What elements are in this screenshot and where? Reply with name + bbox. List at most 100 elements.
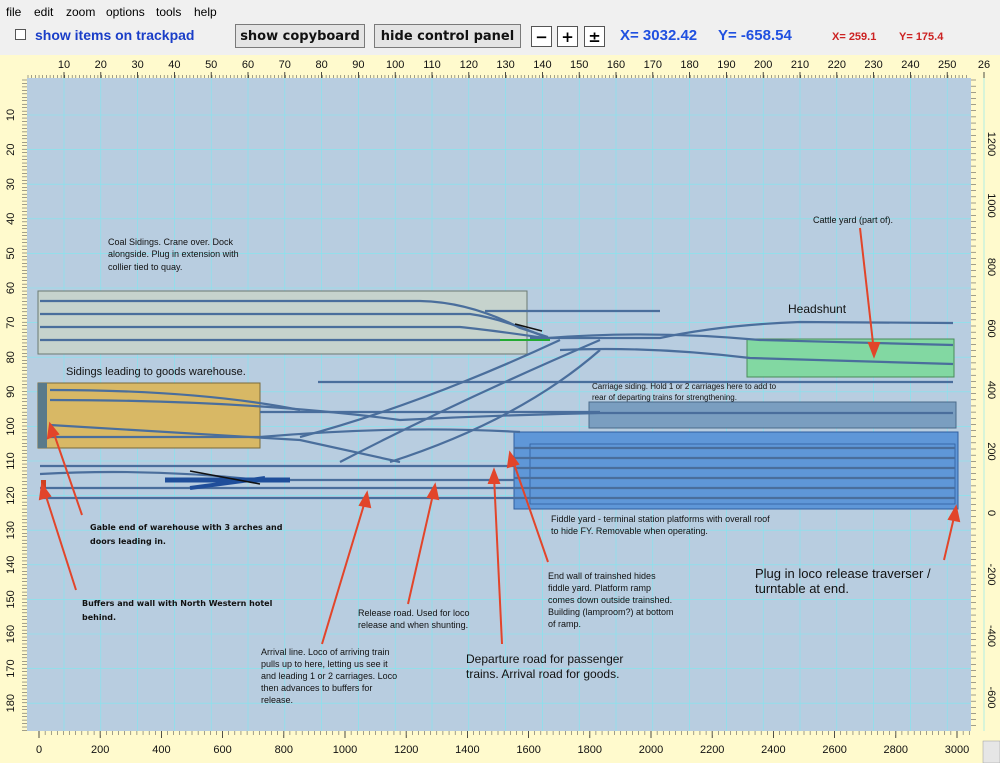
- ruler-top-label: 250: [938, 59, 956, 71]
- annotation-fiddle: Fiddle yard - terminal station platforms…: [551, 514, 770, 536]
- annotation-sidings-goods: Sidings leading to goods warehouse.: [66, 366, 246, 378]
- ruler-right-label: -600: [985, 686, 997, 708]
- annotation-headshunt: Headshunt: [788, 302, 847, 316]
- ruler-top-label: 10: [58, 59, 70, 71]
- menu-tools[interactable]: tools: [156, 5, 182, 19]
- ruler-bottom-label: 1000: [333, 744, 357, 756]
- ruler-top-label: 40: [168, 59, 180, 71]
- zoom-out-button[interactable]: −: [531, 26, 552, 47]
- ruler-top-label: 100: [386, 59, 404, 71]
- ruler-left-label: 80: [5, 351, 17, 363]
- ruler-bottom-label: 1200: [394, 744, 418, 756]
- ruler-bottom-label: 1600: [516, 744, 540, 756]
- ruler-bottom-label: 2800: [884, 744, 908, 756]
- fiddle-yard-inner: [529, 443, 956, 505]
- ruler-top-label: 120: [460, 59, 478, 71]
- ruler-left-label: 130: [5, 521, 17, 539]
- warehouse-wall: [38, 383, 47, 448]
- ruler-top-label: 240: [901, 59, 919, 71]
- ruler-right-label: -200: [985, 563, 997, 585]
- ruler-bottom-label: 1400: [455, 744, 479, 756]
- annotation-departure: Departure road for passenger trains. Arr…: [466, 652, 623, 681]
- svg-text:turntable at end.: turntable at end.: [755, 581, 849, 596]
- hide-control-panel-button[interactable]: hide control panel: [374, 24, 521, 48]
- ruler-top-label: 30: [131, 59, 143, 71]
- svg-text:comes down outside trainshed.: comes down outside trainshed.: [548, 595, 672, 605]
- svg-text:Buffers and wall with North We: Buffers and wall with North Western hote…: [82, 599, 273, 608]
- ruler-right: 1200 1000 800 600 400 200 0 -200 -400 -600: [971, 79, 997, 726]
- zoom-in-button[interactable]: +: [557, 26, 578, 47]
- ruler-left-label: 10: [5, 109, 17, 121]
- fiddle-yard-area[interactable]: [513, 431, 959, 510]
- menu-help[interactable]: help: [194, 5, 217, 19]
- ruler-left-label: 120: [5, 486, 17, 504]
- ruler-left-label: 30: [5, 178, 17, 190]
- ruler-left-label: 170: [5, 659, 17, 677]
- ruler-left-label: 50: [5, 247, 17, 259]
- ruler-bottom-label: 3000: [945, 744, 969, 756]
- ruler-bottom-label: 2000: [639, 744, 663, 756]
- ruler-top-label: 26: [978, 59, 990, 71]
- ruler-top: 10 20 30 40 50 60 70 80 90 100 110 120 130 140 150 160 1…: [27, 59, 990, 78]
- black-point: [514, 323, 543, 332]
- menu-options[interactable]: options: [106, 5, 145, 19]
- ruler-bottom-label: 2200: [700, 744, 724, 756]
- ruler-left-label: 150: [5, 590, 17, 608]
- menu-zoom[interactable]: zoom: [66, 5, 96, 19]
- ruler-bottom: 0 200 400 600 800 1000 1200 1400 1600 1800 2000 220…: [36, 731, 970, 756]
- ruler-top-label: 110: [423, 59, 441, 71]
- ruler-top-label: 150: [570, 59, 588, 71]
- ruler-right-label: 400: [985, 381, 997, 399]
- ruler-right-label: 1000: [985, 193, 997, 217]
- ruler-top-label: 190: [717, 59, 735, 71]
- show-items-label: show items on trackpad: [35, 27, 195, 43]
- carriage-siding-area[interactable]: [588, 401, 957, 429]
- black-crossover: [189, 470, 261, 485]
- ruler-left-label: 140: [5, 556, 17, 574]
- annotation-buffers: Buffers and wall with North Western hote…: [82, 599, 273, 622]
- ruler-left-label: 110: [5, 452, 17, 470]
- ruler-bottom-label: 2600: [822, 744, 846, 756]
- ruler-bottom-label: 600: [213, 744, 231, 756]
- ruler-top-label: 160: [607, 59, 625, 71]
- svg-text:pulls up to here, letting us s: pulls up to here, letting us see it: [261, 659, 388, 669]
- svg-text:to hide FY. Removable when ope: to hide FY. Removable when operating.: [551, 526, 708, 536]
- svg-text:Arrival line. Loco of arriving: Arrival line. Loco of arriving train: [261, 647, 390, 657]
- svg-text:of ramp.: of ramp.: [548, 619, 581, 629]
- svg-text:rear of departing trains for s: rear of departing trains for strengtheni…: [592, 393, 737, 402]
- svg-text:and leading 1 or 2 carriages.: and leading 1 or 2 carriages. Loco: [261, 671, 397, 681]
- ruler-top-label: 130: [496, 59, 514, 71]
- annotation-cattle: Cattle yard (part of).: [813, 215, 893, 225]
- menu-file[interactable]: file: [6, 5, 22, 19]
- ruler-top-label: 90: [352, 59, 364, 71]
- ruler-right-label: 800: [985, 258, 997, 276]
- ruler-left-label: 20: [5, 143, 17, 155]
- y-small-coordinate: Y= 175.4: [899, 31, 944, 43]
- menu-edit[interactable]: edit: [34, 5, 54, 19]
- annotation-arrival: Arrival line. Loco of arriving train pul…: [261, 647, 397, 705]
- svg-text:Coal Sidings. Crane over. Dock: Coal Sidings. Crane over. Dock: [108, 237, 234, 247]
- annotation-gable: Gable end of warehouse with 3 arches and…: [90, 523, 283, 546]
- ruler-top-label: 220: [828, 59, 846, 71]
- ruler-right-label: 0: [985, 510, 997, 516]
- ruler-left-label: 90: [5, 386, 17, 398]
- ruler-bottom-label: 2400: [761, 744, 785, 756]
- menu-bar: file edit zoom options tools help: [0, 0, 1000, 24]
- ruler-bottom-label: 0: [36, 744, 42, 756]
- svg-text:alongside. Plug in extension w: alongside. Plug in extension with: [108, 249, 239, 259]
- zoom-fit-button[interactable]: ±: [584, 26, 605, 47]
- ruler-left-label: 40: [5, 213, 17, 225]
- show-items-checkbox[interactable]: [15, 29, 26, 40]
- svg-text:End wall of trainshed hides: End wall of trainshed hides: [548, 571, 656, 581]
- resize-corner[interactable]: [982, 740, 1000, 763]
- svg-text:release and when shunting.: release and when shunting.: [358, 620, 468, 630]
- ruler-bottom-label: 400: [152, 744, 170, 756]
- ruler-left-label: 70: [5, 316, 17, 328]
- svg-text:Carriage siding. Hold 1 or 2 c: Carriage siding. Hold 1 or 2 carriages h…: [592, 382, 777, 391]
- show-copyboard-button[interactable]: show copyboard: [235, 24, 365, 48]
- y-coordinate: Y= -658.54: [718, 27, 792, 44]
- ruler-left-label: 60: [5, 282, 17, 294]
- svg-text:doors leading in.: doors leading in.: [90, 537, 166, 546]
- x-coordinate: X= 3032.42: [620, 27, 698, 44]
